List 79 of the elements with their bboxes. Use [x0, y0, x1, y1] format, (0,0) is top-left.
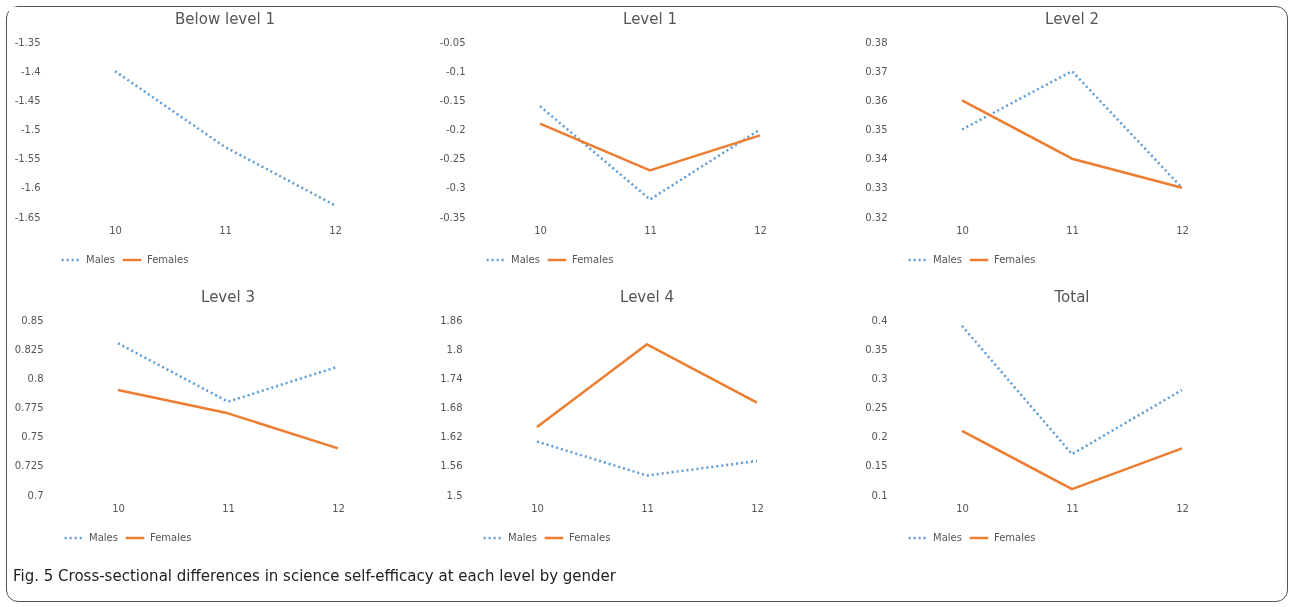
x-tick-label: 12	[1176, 224, 1189, 236]
y-tick-label: -0.2	[445, 124, 466, 135]
legend-label: Females	[994, 532, 1036, 543]
x-tick-label: 12	[332, 502, 345, 514]
legend-label: Females	[150, 532, 192, 543]
x-tick-label: 11	[641, 502, 654, 514]
y-tick-label: -1.55	[14, 153, 41, 165]
x-tick-label: 12	[754, 224, 767, 236]
y-tick-label: -0.3	[445, 182, 466, 194]
legend-label: Females	[147, 254, 189, 265]
x-tick-label: 10	[109, 224, 122, 236]
legend-label: Females	[994, 254, 1036, 265]
chart-title: Below level 1	[175, 10, 275, 28]
legend-label: Males	[933, 532, 962, 543]
x-tick-label: 10	[534, 224, 547, 236]
x-tick-label: 12	[329, 224, 342, 236]
y-tick-label: 0.2	[871, 431, 888, 443]
y-tick-label: 1.86	[440, 314, 463, 326]
y-tick-label: -0.35	[439, 211, 466, 223]
x-tick-label: 11	[1066, 502, 1079, 514]
y-tick-label: 1.8	[446, 343, 463, 355]
y-tick-label: -1.35	[14, 36, 41, 48]
y-tick-label: 0.825	[14, 343, 44, 355]
x-tick-label: 11	[1066, 224, 1079, 236]
legend-label: Males	[86, 254, 115, 265]
y-tick-label: 0.7	[27, 489, 44, 501]
y-tick-label: 0.8	[27, 372, 44, 384]
legend-label: Males	[933, 254, 962, 265]
legend-label: Males	[89, 532, 118, 543]
y-tick-label: -0.05	[439, 36, 466, 48]
y-tick-label: 1.74	[440, 372, 463, 384]
legend-label: Males	[511, 254, 540, 265]
y-tick-label: 0.33	[865, 182, 888, 194]
y-tick-label: 0.35	[865, 343, 888, 355]
y-tick-label: 0.15	[865, 460, 888, 472]
legend-label: Males	[508, 532, 537, 543]
x-tick-label: 12	[1176, 502, 1189, 514]
y-tick-label: 1.5	[446, 489, 463, 501]
legend-label: Females	[569, 532, 611, 543]
y-tick-label: 0.34	[865, 153, 888, 165]
y-tick-label: -0.25	[439, 153, 466, 165]
x-tick-label: 12	[751, 502, 764, 514]
x-tick-label: 10	[531, 502, 544, 514]
x-tick-label: 11	[222, 502, 235, 514]
y-tick-label: 0.75	[21, 431, 44, 443]
y-tick-label: 1.68	[440, 402, 463, 413]
y-tick-label: 0.3	[871, 372, 888, 384]
y-tick-label: 0.35	[865, 124, 888, 135]
legend-label: Females	[572, 254, 614, 265]
caption: Fig. 5 Cross-sectional differences in science self-efficacy at each level by gender	[13, 567, 616, 585]
y-tick-label: 0.85	[21, 314, 44, 326]
y-tick-label: 0.775	[14, 402, 44, 413]
y-tick-label: -1.45	[14, 94, 41, 106]
y-tick-label: 1.62	[440, 431, 463, 443]
y-tick-label: 0.25	[865, 402, 888, 413]
y-tick-label: 0.725	[14, 460, 44, 472]
y-tick-label: -1.65	[14, 211, 41, 223]
y-tick-label: -1.6	[20, 182, 41, 194]
y-tick-label: 0.1	[871, 489, 888, 501]
chart-title: Level 1	[623, 10, 677, 28]
chart-title: Total	[1053, 288, 1090, 306]
y-tick-label: -1.4	[20, 65, 41, 77]
x-tick-label: 10	[112, 502, 125, 514]
x-tick-label: 11	[219, 224, 232, 236]
x-tick-label: 11	[644, 224, 657, 236]
y-tick-label: 0.38	[865, 36, 888, 48]
chart-title: Level 4	[620, 288, 674, 306]
y-tick-label: -0.1	[445, 65, 466, 77]
chart-title: Level 3	[201, 288, 255, 306]
chart-title: Level 2	[1045, 10, 1099, 28]
y-tick-label: 1.56	[440, 460, 463, 472]
y-tick-label: -0.15	[439, 94, 466, 106]
y-tick-label: 0.36	[865, 94, 888, 106]
y-tick-label: 0.32	[865, 211, 888, 223]
y-tick-label: 0.37	[865, 65, 888, 77]
x-tick-label: 10	[956, 502, 969, 514]
y-tick-label: 0.4	[871, 314, 888, 326]
x-tick-label: 10	[956, 224, 969, 236]
y-tick-label: -1.5	[20, 124, 41, 135]
